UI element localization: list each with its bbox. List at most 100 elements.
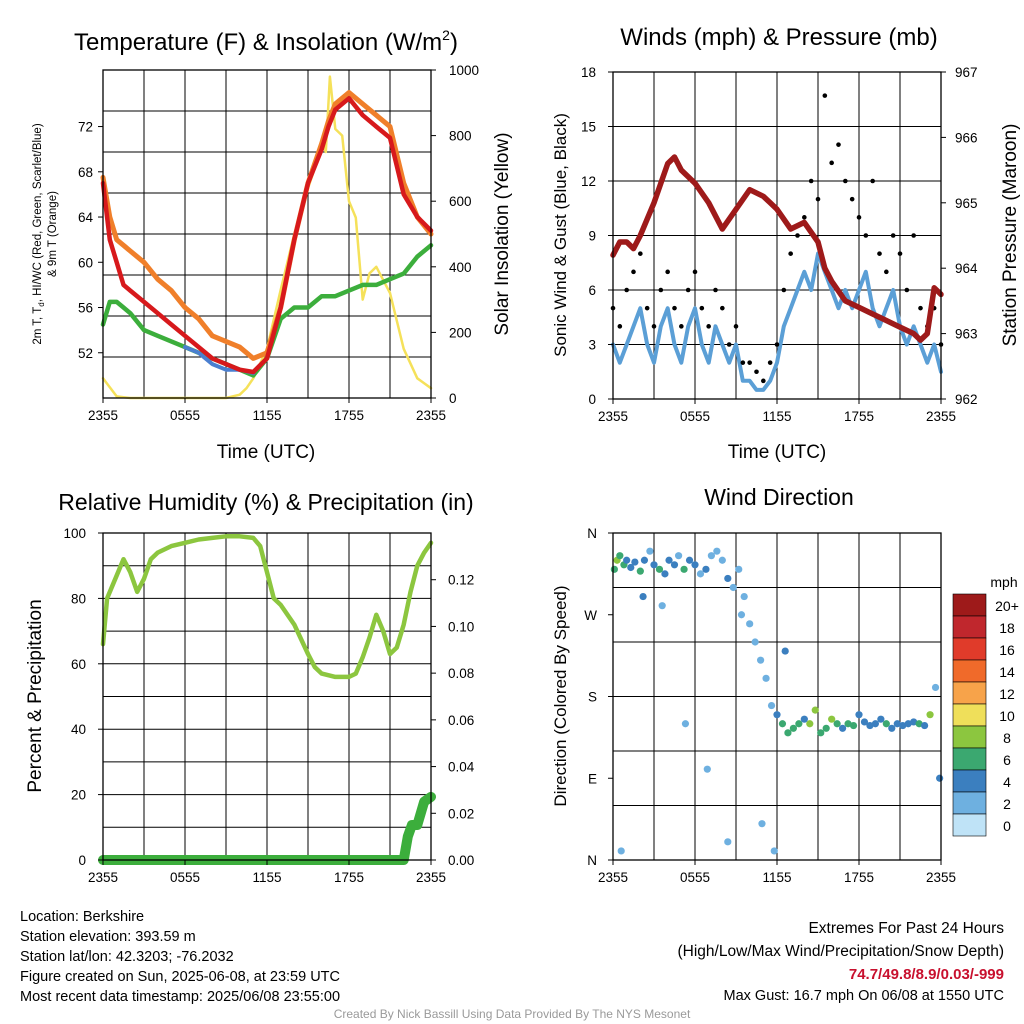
direction-point xyxy=(893,720,901,728)
series-2m-temp-line xyxy=(100,96,434,375)
direction-point xyxy=(800,715,808,723)
extremes-subtitle: (High/Low/Max Wind/Precipitation/Snow De… xyxy=(677,943,1005,960)
y-tick-label: 40 xyxy=(71,722,86,737)
direction-point xyxy=(623,556,631,564)
direction-point xyxy=(718,556,726,564)
direction-point xyxy=(681,720,690,728)
x-tick-label: 2355 xyxy=(598,870,628,885)
y-tick-label: E xyxy=(588,771,597,786)
colorbar-swatch xyxy=(952,615,987,639)
direction-point xyxy=(737,611,746,619)
gust-point xyxy=(808,178,814,184)
chart-title: Wind Direction xyxy=(704,484,854,510)
direction-point xyxy=(627,563,635,572)
direction-point xyxy=(740,592,748,601)
gust-point xyxy=(918,305,923,311)
x-tick-label: 1155 xyxy=(252,870,281,885)
gust-point xyxy=(890,233,896,238)
y-right-tick-label: 200 xyxy=(449,325,472,340)
direction-point xyxy=(685,556,694,564)
gust-point xyxy=(795,233,800,238)
gust-point xyxy=(747,360,752,365)
colorbar-swatch xyxy=(952,703,987,727)
chart-title: Temperature (F) & Insolation (W/m2) xyxy=(74,27,458,56)
direction-point xyxy=(650,561,658,569)
direction-point xyxy=(646,547,654,555)
gust-point xyxy=(911,233,916,238)
gust-point xyxy=(665,269,670,275)
direction-point xyxy=(758,820,766,828)
gust-point xyxy=(651,324,657,329)
y-tick-label: 56 xyxy=(78,301,93,316)
y-right-tick-label: 963 xyxy=(955,327,978,342)
y-tick-label: 9 xyxy=(588,229,596,244)
gust-point xyxy=(638,251,643,256)
gust-point xyxy=(692,269,698,275)
gust-point xyxy=(802,215,807,220)
gust-point xyxy=(788,251,793,256)
direction-point xyxy=(665,556,673,564)
y-axis-label-part: , HI/WC (Red, Green, Scarlet/Blue) xyxy=(32,123,44,302)
direction-point xyxy=(855,711,863,719)
y-tick-label: 60 xyxy=(78,255,93,270)
gust-point xyxy=(781,287,787,293)
direction-point xyxy=(702,565,710,573)
direction-point xyxy=(724,838,732,846)
y-right-tick-label: 800 xyxy=(449,129,472,144)
series-sonic-wind-line xyxy=(611,251,943,392)
y-right-tick-label: 0.08 xyxy=(448,666,474,681)
gust-point xyxy=(617,324,623,329)
x-tick-label: 1755 xyxy=(844,409,874,424)
direction-point xyxy=(926,711,934,719)
y-tick-label: 0 xyxy=(78,853,86,868)
figure-created: Figure created on Sun, 2025-06-08, at 23… xyxy=(20,969,340,985)
direction-point xyxy=(789,724,798,732)
y-tick-label: 100 xyxy=(63,526,86,541)
direction-point xyxy=(833,720,841,728)
colorbar-label: 10 xyxy=(999,708,1015,724)
y-tick-label: 0 xyxy=(588,392,596,407)
direction-point xyxy=(655,565,664,573)
y-tick-label: W xyxy=(584,608,597,623)
colorbar-label: 14 xyxy=(999,664,1015,680)
gust-point xyxy=(843,178,848,184)
x-tick-label: 0555 xyxy=(170,408,200,423)
direction-point xyxy=(767,701,776,710)
gust-point xyxy=(897,251,903,256)
y-axis-label: Direction (Colored By Speed) xyxy=(551,585,570,806)
colorbar-label: 2 xyxy=(1003,796,1011,812)
gust-point xyxy=(754,369,759,375)
gust-point xyxy=(679,324,684,329)
x-axis-label: Time (UTC) xyxy=(217,442,316,463)
gust-point xyxy=(904,287,910,293)
recent-timestamp: Most recent data timestamp: 2025/06/08 2… xyxy=(20,989,341,1005)
station-latlon: Station lat/lon: 42.3203; -76.2032 xyxy=(20,949,234,965)
y-tick-label: S xyxy=(588,690,597,705)
colorbar-label: 20+ xyxy=(995,598,1019,614)
direction-point xyxy=(915,720,923,728)
direction-point xyxy=(839,724,847,732)
colorbar-swatch xyxy=(952,593,987,617)
direction-point xyxy=(778,720,787,728)
direction-point xyxy=(773,711,781,719)
direction-point xyxy=(757,656,765,664)
colorbar-label: 8 xyxy=(1003,730,1011,746)
gust-point xyxy=(720,305,725,311)
gust-point xyxy=(685,287,691,293)
station-location: Location: Berkshire xyxy=(20,909,145,925)
x-tick-label: 2355 xyxy=(926,870,956,885)
direction-point xyxy=(844,720,852,728)
extremes-panel: Extremes For Past 24 Hours (High/Low/Max… xyxy=(678,918,1005,1006)
colorbar-label: 16 xyxy=(999,642,1015,658)
direction-point xyxy=(735,565,743,573)
gust-point xyxy=(856,215,862,220)
y-right-tick-label: 965 xyxy=(955,196,978,211)
y-tick-label: 3 xyxy=(588,338,596,353)
station-elevation: Station elevation: 393.59 m xyxy=(20,929,196,945)
x-tick-label: 1755 xyxy=(334,870,364,885)
direction-point xyxy=(729,583,737,592)
direction-point xyxy=(713,547,721,555)
direction-point xyxy=(610,565,618,573)
direction-point xyxy=(636,567,644,575)
